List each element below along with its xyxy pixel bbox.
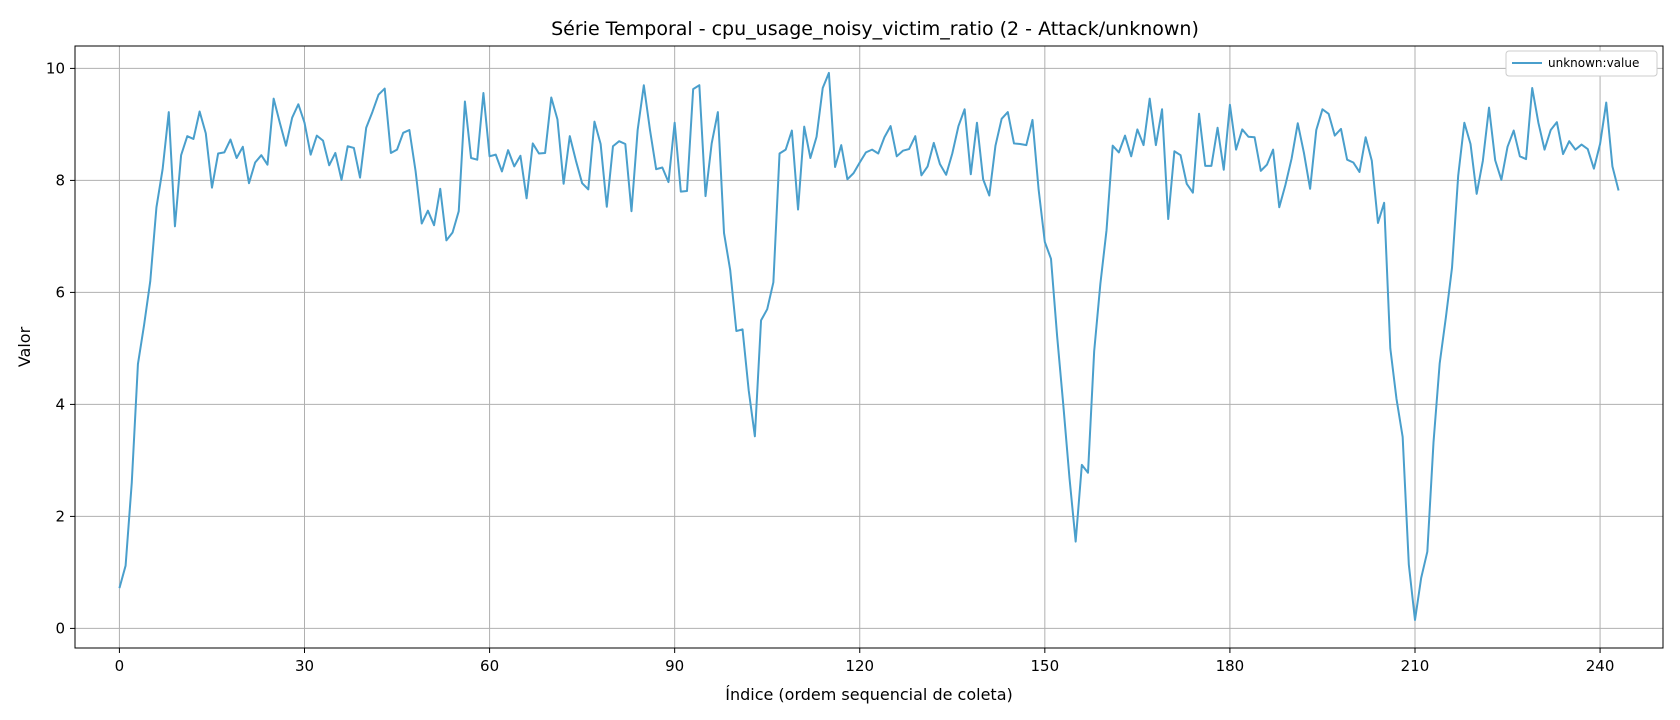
x-tick-label: 120 [845,657,874,675]
y-tick-label: 4 [55,395,65,413]
legend-box [1505,50,1658,77]
x-tick-label: 60 [480,657,499,675]
x-tick-label: 30 [295,657,314,675]
y-axis-label: Valor [15,326,34,367]
y-tick-label: 8 [55,171,65,189]
chart-title: Série Temporal - cpu_usage_noisy_victim_… [551,18,1199,40]
plot-frame [74,45,1664,649]
x-axis-label: Índice (ordem sequencial de coleta) [725,685,1013,704]
legend-label: unknown:value [1548,56,1639,70]
legend: unknown:value [1505,50,1658,77]
y-tick-label: 6 [55,283,65,301]
x-tick-label: 240 [1586,657,1615,675]
x-tick-label: 150 [1031,657,1060,675]
x-tick-label: 180 [1216,657,1245,675]
y-tick-label: 0 [55,619,65,637]
x-tick-label: 0 [115,657,125,675]
series-layer [118,71,1620,621]
grid-layer [75,46,1663,648]
y-tick-label: 2 [55,507,65,525]
tick-layer: 0 30 60 90 120 150 180 210 240 0 2 4 6 8 10 [46,59,1614,675]
x-tick-label: 90 [665,657,684,675]
y-tick-label: 10 [46,59,65,77]
series-line [118,71,1620,621]
x-tick-label: 210 [1401,657,1430,675]
